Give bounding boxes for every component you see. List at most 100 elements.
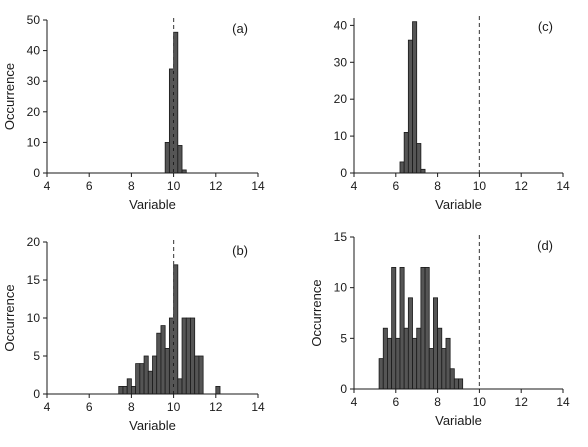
y-tick-label: 0: [33, 387, 40, 401]
histogram-bar: [420, 168, 426, 174]
y-tick-label: 10: [27, 311, 41, 325]
y-tick-label: 15: [334, 230, 348, 244]
histogram-bar: [378, 358, 384, 390]
panel-label: (a): [232, 21, 248, 36]
histogram-bar: [122, 385, 128, 395]
x-tick-label: 8: [128, 400, 135, 414]
histogram-bar: [437, 327, 443, 390]
y-tick-label: 0: [33, 166, 40, 180]
y-tick-label: 20: [334, 92, 348, 106]
histogram-bar: [403, 327, 409, 390]
histogram-bar: [407, 39, 413, 174]
histogram-bar: [449, 368, 455, 390]
x-tick-label: 12: [209, 179, 223, 193]
x-axis-title: Variable: [129, 418, 176, 433]
histogram-bar: [181, 317, 187, 395]
histogram-bar: [382, 327, 388, 390]
y-tick-label: 15: [27, 273, 41, 287]
histogram-bar: [453, 378, 459, 390]
panel-label: (d): [537, 238, 553, 253]
histogram-bar: [135, 363, 141, 395]
x-tick-label: 12: [515, 395, 529, 409]
histogram-bar: [416, 327, 422, 390]
x-axis-title: Variable: [435, 413, 482, 428]
histogram-bar: [420, 266, 426, 390]
histogram-bar: [399, 161, 405, 174]
histogram-bar: [118, 385, 124, 395]
histogram-bar: [168, 317, 175, 395]
histogram-bar: [190, 317, 196, 395]
histogram-bar: [130, 385, 137, 395]
histogram-panel: 4 6 8 10 12 14 0 5 10 15 Variable Occurrence (d): [309, 230, 570, 428]
panel-label: (b): [232, 243, 248, 258]
x-tick-label: 12: [515, 179, 529, 193]
histogram-bar: [173, 264, 179, 395]
x-tick-label: 4: [44, 179, 51, 193]
histogram-bar: [445, 337, 451, 390]
histogram-bar: [416, 143, 422, 174]
y-tick-label: 20: [27, 105, 41, 119]
x-tick-label: 4: [44, 400, 51, 414]
histogram-bar: [177, 145, 183, 174]
histogram-bar: [194, 355, 200, 395]
x-tick-label: 8: [128, 179, 135, 193]
x-tick-label: 4: [351, 179, 358, 193]
x-tick-label: 10: [473, 395, 487, 409]
histogram-bar: [173, 31, 179, 174]
histogram-bar: [399, 266, 405, 390]
histogram-panel: 4 6 8 10 12 14 0 10 20 30 40 Variable (c): [334, 16, 570, 212]
x-tick-label: 6: [392, 395, 399, 409]
y-tick-label: 10: [27, 135, 41, 149]
histogram-bar: [164, 141, 170, 174]
histogram-bar: [458, 378, 464, 390]
histogram-bar: [198, 355, 204, 395]
x-tick-label: 10: [167, 179, 181, 193]
y-tick-label: 40: [334, 18, 348, 32]
x-tick-label: 14: [251, 179, 265, 193]
histogram-bar: [156, 332, 162, 395]
y-tick-label: 0: [340, 382, 347, 396]
histogram-bar: [168, 68, 175, 174]
x-tick-label: 6: [392, 179, 399, 193]
histogram-bar: [407, 297, 413, 390]
histogram-bar: [412, 337, 418, 390]
panel-label: (c): [538, 19, 553, 34]
y-tick-label: 10: [334, 129, 348, 143]
histogram-bar: [412, 21, 418, 174]
x-tick-label: 8: [434, 395, 441, 409]
histogram-bar: [424, 266, 430, 390]
y-tick-label: 30: [27, 74, 41, 88]
histogram-bar: [152, 355, 158, 395]
x-tick-label: 6: [86, 179, 93, 193]
y-tick-label: 0: [340, 166, 347, 180]
histogram-bar: [387, 337, 393, 390]
histogram-panel: 4 6 8 10 12 14 0 5 10 15 20 Variable Occurrence (b): [2, 235, 265, 433]
x-tick-label: 12: [209, 400, 223, 414]
y-tick-label: 30: [334, 55, 348, 69]
x-axis-title: Variable: [435, 197, 482, 212]
histogram-bar: [143, 355, 149, 395]
histogram-bar: [177, 378, 183, 395]
histogram-bar: [433, 297, 439, 390]
x-tick-label: 14: [556, 395, 570, 409]
x-axis-title: Variable: [129, 197, 176, 212]
y-tick-label: 5: [340, 331, 347, 345]
histogram-bar: [441, 348, 447, 390]
histogram-bar: [160, 325, 166, 395]
x-tick-label: 6: [86, 400, 93, 414]
y-tick-label: 40: [27, 44, 41, 58]
histogram-bar: [164, 347, 170, 395]
histogram-bar: [147, 370, 153, 395]
y-axis-title: Occurrence: [309, 279, 324, 346]
histogram-bar: [215, 385, 221, 395]
histogram-bar: [428, 348, 434, 390]
y-axis-title: Occurrence: [2, 284, 17, 351]
x-tick-label: 10: [473, 179, 487, 193]
histogram-bar: [391, 266, 397, 390]
y-tick-label: 20: [27, 235, 41, 249]
histogram-bar: [139, 363, 145, 395]
x-tick-label: 14: [556, 179, 570, 193]
histogram-bar: [395, 337, 401, 390]
y-axis-title: Occurrence: [2, 63, 17, 130]
